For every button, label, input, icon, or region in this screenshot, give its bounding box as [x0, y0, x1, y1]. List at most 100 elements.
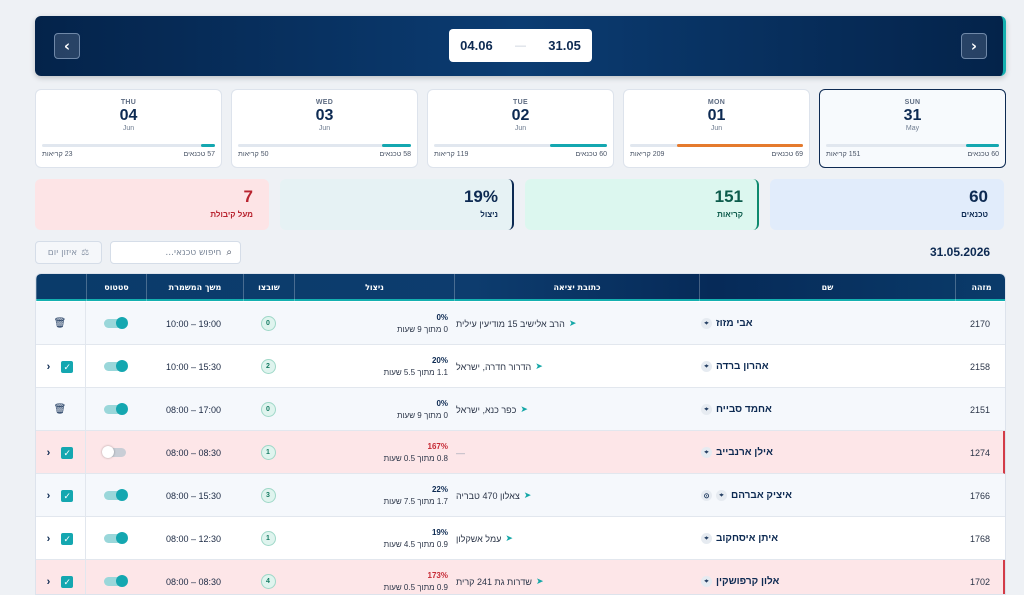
- tech-name[interactable]: אהרון ברדה: [716, 361, 769, 372]
- day-month: Jun: [122, 125, 135, 132]
- address-cell: ➤ עמל אשקלון: [456, 517, 701, 560]
- date-range: 04.06 — 31.05: [449, 29, 592, 62]
- chevron-expand-icon[interactable]: ›: [46, 360, 51, 373]
- tech-name[interactable]: איתן איסחקוב: [716, 533, 779, 544]
- utilization-hours: 0.9 מתוך 4.5 שעות: [383, 539, 448, 549]
- next-week-button[interactable]: ›: [961, 33, 987, 59]
- search-input[interactable]: ⌕ חיפוש טכנאי...: [110, 241, 241, 264]
- actions-cell: 🗑: [36, 388, 84, 431]
- checkbox-icon[interactable]: ✓: [61, 446, 74, 459]
- day-month: Jun: [710, 125, 723, 132]
- tech-name[interactable]: איציק אברהם: [731, 490, 792, 501]
- table-row[interactable]: 1702 אלון קרפושקין ⌖ ➤ שדרות גת 241 קרית 173%…: [36, 560, 1005, 594]
- address-cell: ➤ שדרות גת 241 קרית: [456, 560, 701, 594]
- status-toggle[interactable]: [104, 532, 128, 544]
- day-name: TUE: [513, 99, 528, 106]
- delete-icon[interactable]: 🗑: [53, 404, 67, 415]
- day-card[interactable]: THU 04 Jun 57 טכנאים 23 קריאות: [35, 89, 222, 168]
- utilization-percent: 22%: [431, 484, 448, 494]
- location-pin-icon[interactable]: ⌖: [701, 318, 712, 329]
- tech-name[interactable]: אילן ארנבייב: [716, 447, 773, 458]
- location-pin-icon[interactable]: ⌖: [716, 490, 727, 501]
- status-cell: [86, 345, 144, 388]
- day-card[interactable]: MON 01 Jun 69 טכנאים 209 קריאות: [623, 89, 810, 168]
- status-toggle[interactable]: [104, 360, 128, 372]
- status-toggle[interactable]: [104, 403, 128, 415]
- chevron-expand-icon[interactable]: ›: [46, 575, 51, 588]
- tech-name[interactable]: אלון קרפושקין: [716, 576, 780, 587]
- actions-cell: 🗑: [36, 302, 84, 345]
- navigation-icon: ➤: [535, 361, 543, 371]
- prev-week-button[interactable]: ‹: [54, 33, 80, 59]
- stat-value: 7: [243, 187, 253, 206]
- table-row[interactable]: 1274 אילן ארנבייב ⌖ —167% 0.8 מתוך 0.5 שעות 1…: [36, 431, 1005, 474]
- day-name: MON: [707, 99, 726, 106]
- location-pin-icon[interactable]: ⌖: [701, 576, 712, 587]
- table-row[interactable]: 1768 איתן איסחקוב ⌖ ➤ עמל אשקלון 19% 0.9 מתוך …: [36, 517, 1005, 560]
- day-card[interactable]: WED 03 Jun 58 טכנאים 50 קריאות: [231, 89, 418, 168]
- checkbox-icon[interactable]: ✓: [61, 489, 74, 502]
- location-pin-icon[interactable]: ⌖: [701, 361, 712, 372]
- status-cell: [86, 474, 144, 517]
- week-navigator: ‹ 04.06 — 31.05 ›: [35, 16, 1006, 76]
- day-name: THU: [120, 99, 137, 106]
- status-toggle[interactable]: [104, 575, 128, 587]
- checkbox-icon[interactable]: ✓: [61, 360, 74, 373]
- table-row[interactable]: 2151 אחמד סבייח ⌖ ➤ כפר כנא, ישראל 0% 0 מתוך 9…: [36, 388, 1005, 431]
- col-name[interactable]: שם: [699, 274, 955, 301]
- address-cell: ➤ כפר כנא, ישראל: [456, 388, 701, 431]
- col-address[interactable]: כתובת יציאה: [454, 274, 699, 301]
- range-separator: —: [514, 39, 526, 52]
- day-techs: 60 טכנאים: [575, 151, 607, 158]
- utilization-cell: 0% 0 מתוך 9 שעות: [294, 302, 454, 345]
- col-utilization[interactable]: ניצול: [294, 274, 454, 301]
- tech-name[interactable]: אחמד סבייח: [716, 404, 772, 415]
- day-number: 03: [315, 107, 334, 124]
- utilization-cell: 20% 1.1 מתוך 5.5 שעות: [294, 345, 454, 388]
- chevron-expand-icon[interactable]: ›: [46, 446, 51, 459]
- col-id[interactable]: מזהה: [955, 274, 1005, 301]
- table-row[interactable]: 1766 איציק אברהם ⌖ ⊙ ➤ צאלון 470 טבריה 22% 1.7 …: [36, 474, 1005, 517]
- table-row[interactable]: 2158 אהרון ברדה ⌖ ➤ הדרור חדרה, ישראל 20% 1.1 …: [36, 345, 1005, 388]
- checkbox-icon[interactable]: ✓: [61, 532, 74, 545]
- col-status[interactable]: סטטוס: [86, 274, 146, 301]
- info-icon[interactable]: ⊙: [701, 490, 712, 501]
- day-card[interactable]: TUE 02 Jun 60 טכנאים 119 קריאות: [427, 89, 614, 168]
- status-toggle[interactable]: [104, 317, 128, 329]
- shift-count-badge: 0: [260, 402, 276, 417]
- delete-icon[interactable]: 🗑: [53, 318, 67, 329]
- tech-name[interactable]: אבי מזוז: [716, 318, 753, 329]
- checkbox-icon[interactable]: ✓: [61, 575, 74, 588]
- utilization-hours: 0.9 מתוך 0.5 שעות: [383, 582, 448, 592]
- day-number: 01: [707, 107, 726, 124]
- day-load-bar: [42, 144, 215, 147]
- location-pin-icon[interactable]: ⌖: [701, 404, 712, 415]
- shifts-cell: 2: [243, 345, 293, 388]
- status-toggle[interactable]: [104, 489, 128, 501]
- col-duration[interactable]: משך המשמרת: [146, 274, 243, 301]
- status-toggle[interactable]: [102, 446, 126, 458]
- utilization-cell: 19% 0.9 מתוך 4.5 שעות: [294, 517, 454, 560]
- shifts-cell: 4: [243, 560, 293, 594]
- stat-label: מעל קיבולת: [210, 210, 253, 219]
- stat-value: 151: [714, 187, 743, 206]
- table-row[interactable]: 2170 אבי מזוז ⌖ ➤ הרב אלישיב 15 מודיעין עילי…: [36, 302, 1005, 345]
- chevron-expand-icon[interactable]: ›: [46, 532, 51, 545]
- day-card[interactable]: SUN 31 May 60 טכנאים 151 קריאות: [819, 89, 1006, 168]
- utilization-cell: 22% 1.7 מתוך 7.5 שעות: [294, 474, 454, 517]
- balance-day-label: איזון יום: [47, 247, 78, 258]
- search-placeholder: חיפוש טכנאי...: [165, 247, 222, 258]
- utilization-hours: 1.7 מתוך 7.5 שעות: [383, 496, 448, 506]
- col-shifts[interactable]: שובצו: [243, 274, 294, 301]
- chevron-expand-icon[interactable]: ›: [46, 489, 51, 502]
- location-pin-icon[interactable]: ⌖: [701, 447, 712, 458]
- stat-card: 19% ניצול: [280, 179, 514, 230]
- navigation-icon: ➤: [568, 318, 577, 328]
- chevron-right-icon: ›: [970, 36, 978, 55]
- chevron-left-icon: ‹: [63, 36, 71, 55]
- location-pin-icon[interactable]: ⌖: [701, 533, 712, 544]
- tech-id: 1766: [969, 490, 991, 501]
- address-cell: —: [456, 431, 701, 474]
- utilization-percent: 20%: [431, 355, 448, 365]
- balance-day-button[interactable]: ⚖ איזון יום: [35, 241, 102, 264]
